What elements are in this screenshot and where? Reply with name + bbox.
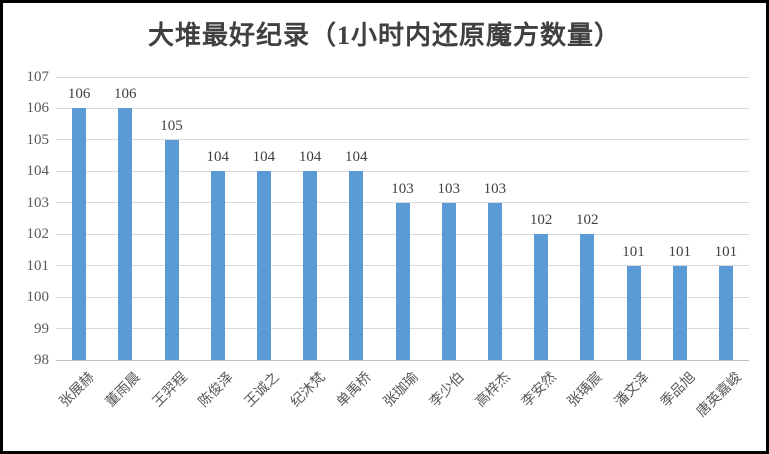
bar-张珈瑜 [395, 202, 410, 360]
bar-纪沐梵 [303, 171, 318, 360]
bar-value-label: 106 [67, 86, 91, 103]
bar-张展赫 [72, 108, 87, 360]
x-axis-category-label: 王羿程 [149, 370, 191, 411]
bar-value-label: 104 [298, 149, 322, 166]
bar-董雨晨 [118, 108, 133, 360]
y-axis-tick-label: 99 [34, 320, 49, 337]
bar-单禹桥 [349, 171, 364, 360]
bar-value-label: 105 [160, 117, 183, 134]
x-axis-category-label: 李安然 [519, 370, 560, 411]
bar-陈俊泽 [210, 171, 225, 360]
bar-value-label: 101 [714, 243, 738, 260]
y-axis-tick-label: 102 [26, 226, 50, 243]
x-axis-category-label: 潘文泽 [611, 370, 653, 411]
y-axis-tick-label: 105 [26, 131, 50, 148]
bar-value-label: 101 [622, 243, 645, 260]
bar-王羿程 [164, 139, 179, 360]
bar-王诚之 [256, 171, 271, 360]
bar-value-label: 102 [529, 212, 553, 229]
bar-value-label: 104 [206, 149, 229, 166]
bar-value-label: 104 [345, 149, 368, 166]
bar-value-label: 101 [668, 243, 691, 260]
x-axis-category-label: 张珈瑜 [380, 370, 422, 411]
gridline-y106 [56, 107, 749, 109]
y-axis-tick-label: 104 [26, 163, 50, 180]
bar-value-label: 104 [252, 149, 276, 166]
x-axis-category-label: 王诚之 [242, 370, 283, 411]
bar-value-label: 106 [114, 86, 137, 103]
bar-value-label: 103 [483, 180, 507, 197]
bar-value-label: 102 [576, 212, 599, 229]
gridline-y105 [56, 139, 749, 141]
y-axis-tick-label: 100 [26, 289, 50, 306]
y-axis-tick-label: 103 [26, 194, 50, 211]
gridline-y98 [56, 359, 749, 361]
bar-value-label: 103 [391, 180, 414, 197]
x-axis-category-label: 唐英嘉峻 [694, 370, 745, 421]
y-axis-tick-label: 107 [26, 69, 50, 85]
bar-季品旭 [672, 265, 687, 360]
bar-张瑀宸 [580, 234, 595, 360]
x-axis-category-label: 纪沐梵 [288, 370, 329, 411]
y-axis-tick-label: 101 [26, 257, 50, 274]
bar-唐英嘉峻 [718, 265, 733, 360]
gridline-y104 [56, 170, 749, 172]
bar-李安然 [534, 234, 549, 360]
bar-潘文泽 [626, 265, 641, 360]
x-axis-category-label: 高梓杰 [473, 370, 514, 411]
bar-value-label: 103 [437, 180, 460, 197]
chart-title: 大堆最好纪录（1小时内还原魔方数量） [147, 21, 621, 50]
x-axis-category-label: 李少伯 [426, 370, 468, 411]
x-axis-category-label: 陈俊泽 [195, 370, 237, 411]
x-axis-category-label: 季品旭 [657, 370, 699, 411]
bar-高梓杰 [487, 202, 502, 360]
x-axis-category-label: 张展赫 [57, 370, 98, 411]
gridline-y107 [56, 76, 749, 78]
y-axis-tick-label: 106 [26, 100, 50, 117]
bar-李少伯 [441, 202, 456, 360]
y-axis-tick-label: 98 [34, 352, 49, 368]
